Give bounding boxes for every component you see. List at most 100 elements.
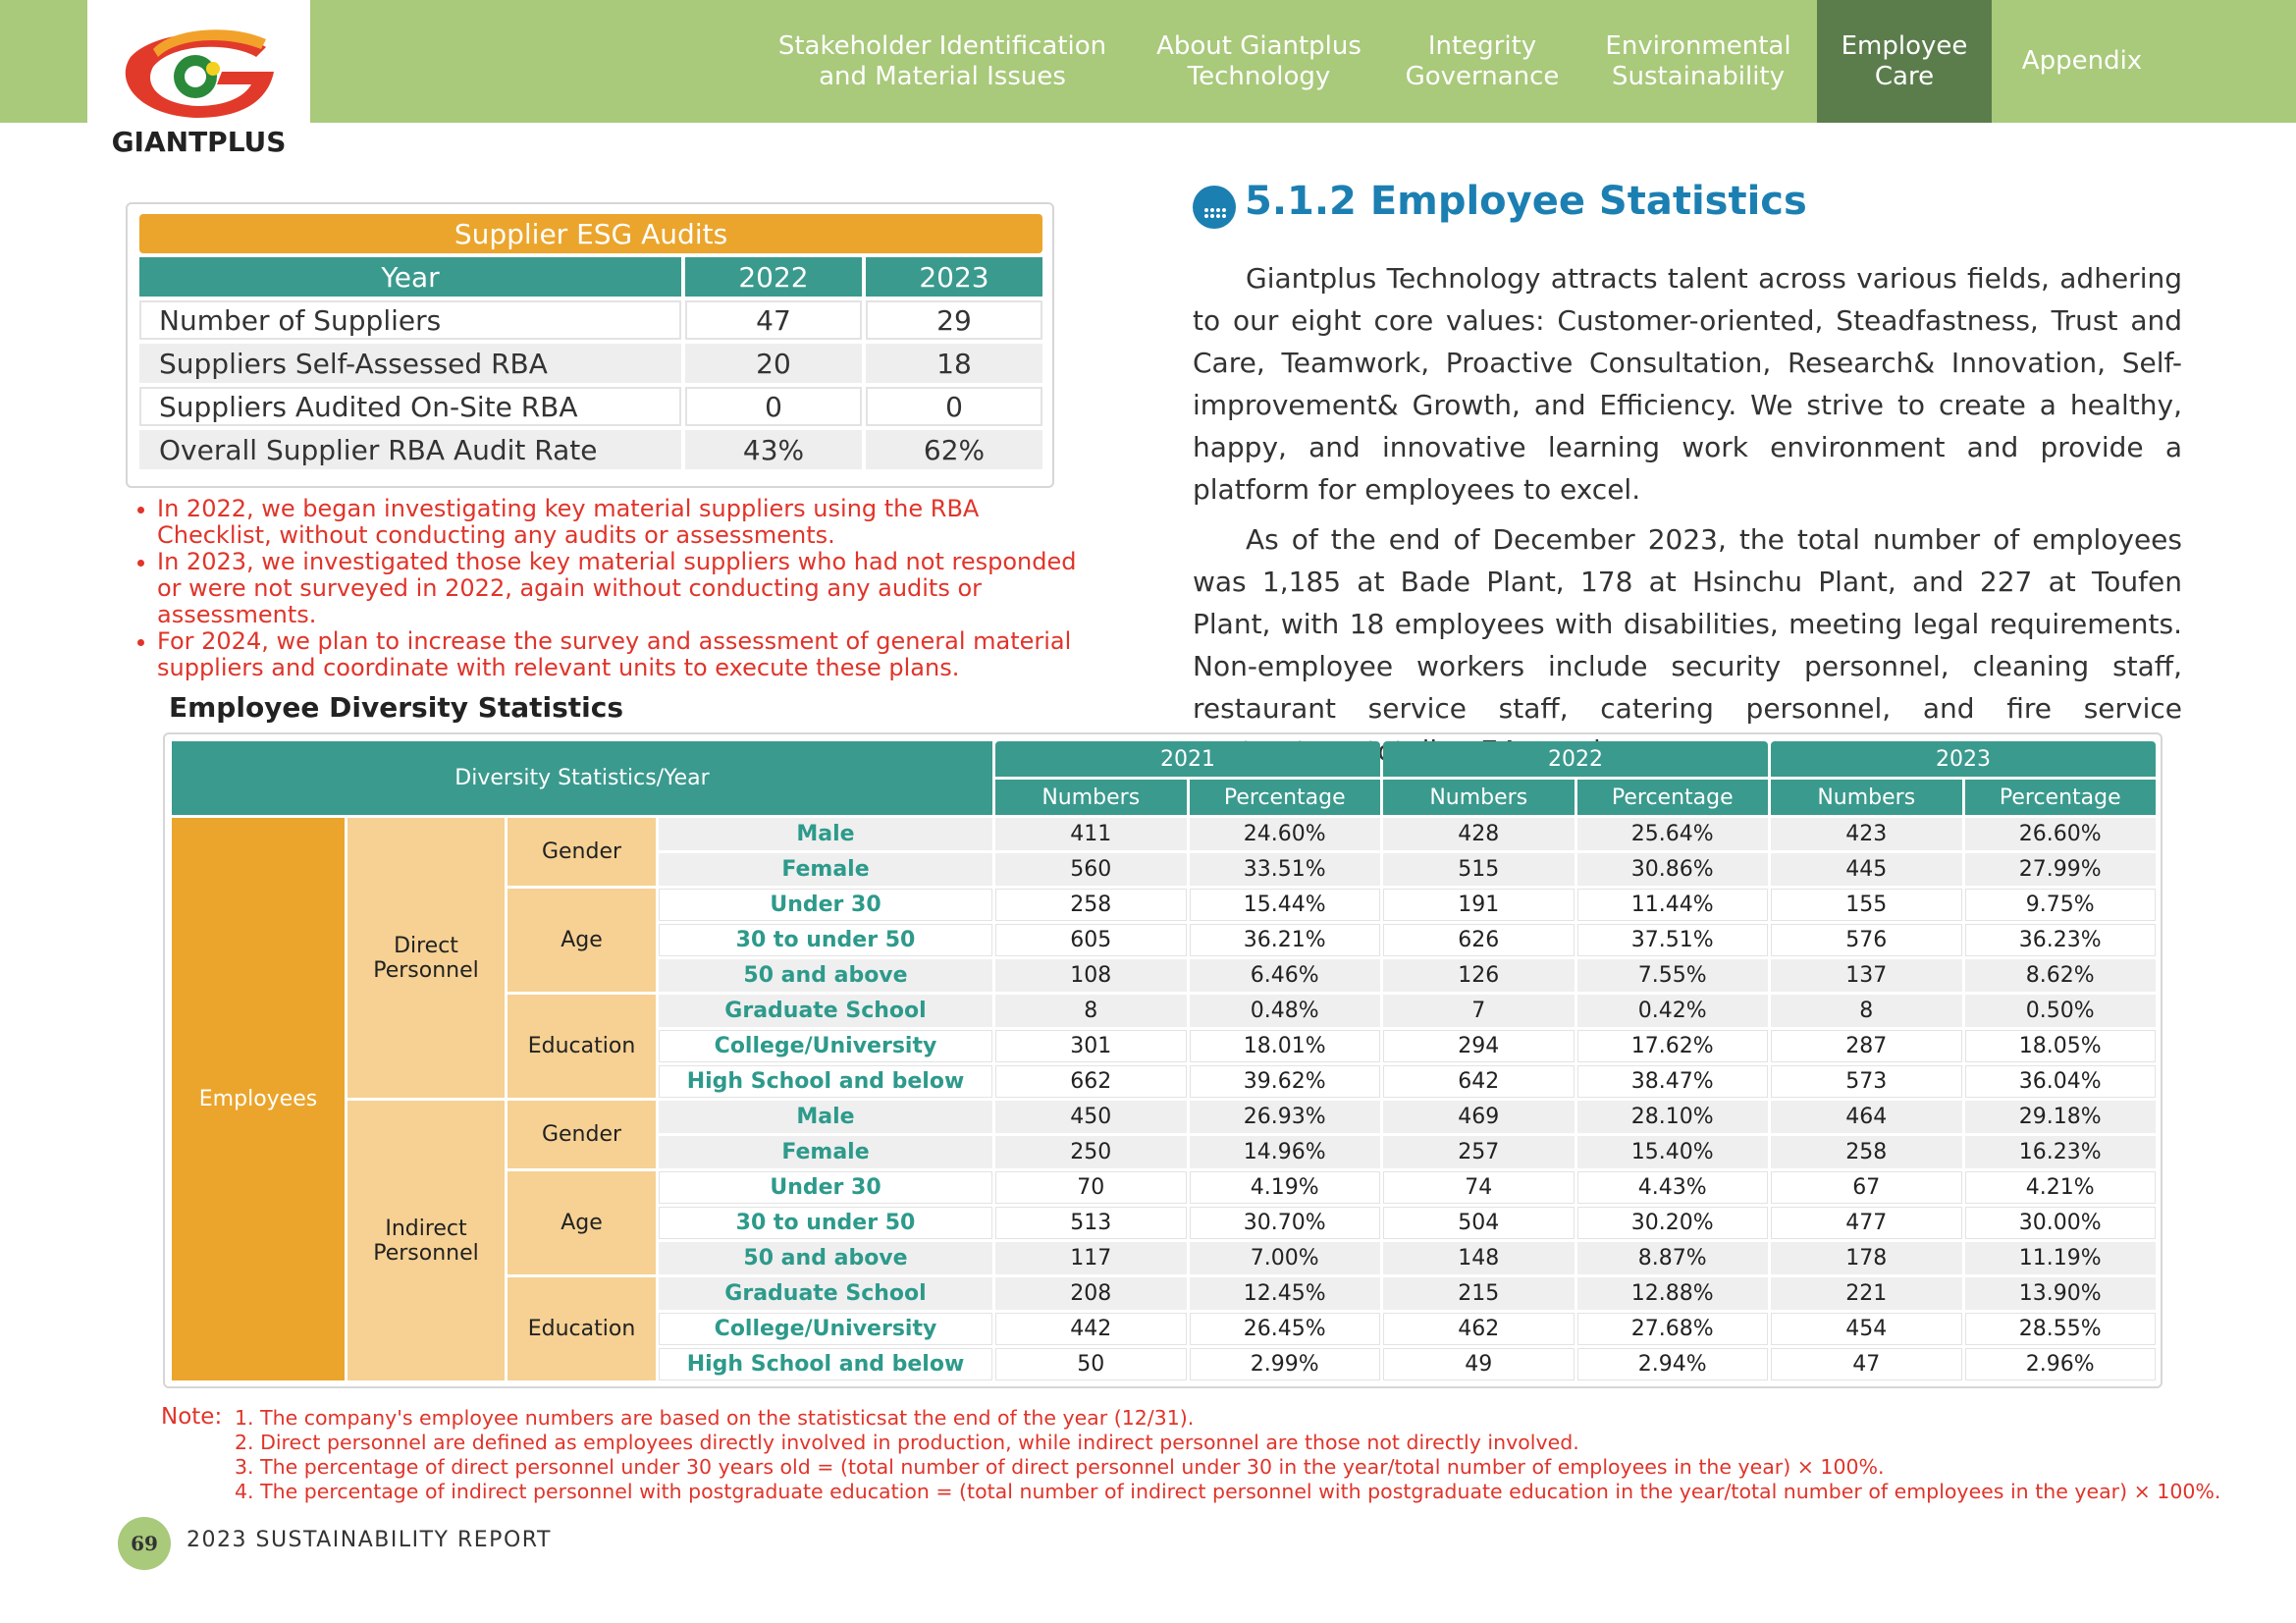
- subheader: Percentage: [1964, 780, 2156, 815]
- row-label: 50 and above: [659, 959, 992, 992]
- value-cell: 642: [1383, 1065, 1575, 1098]
- value-cell: 36.04%: [1964, 1065, 2156, 1098]
- value-cell: 423: [1771, 818, 1962, 850]
- table-row: Overall Supplier RBA Audit Rate 43% 62%: [139, 430, 1042, 469]
- row-label: College/University: [659, 1030, 992, 1062]
- year-row: Diversity Statistics/Year 2021 2022 2023: [172, 741, 2156, 815]
- value-cell: 6.46%: [1189, 959, 1380, 992]
- value-cell: 108: [995, 959, 1187, 992]
- row-label: Graduate School: [659, 995, 992, 1027]
- subheader-row: Numbers Percentage Numbers Percentage Number…: [172, 780, 2156, 815]
- value-cell: 30.70%: [1189, 1207, 1380, 1239]
- nav-item[interactable]: Appendix: [1995, 0, 2169, 123]
- value-cell: 67: [1771, 1171, 1962, 1204]
- value-cell: 208: [995, 1277, 1187, 1310]
- value-cell: 18.05%: [1964, 1030, 2156, 1062]
- value-cell: 4.21%: [1964, 1171, 2156, 1204]
- value-cell: 258: [995, 889, 1187, 921]
- value-cell: 8.62%: [1964, 959, 2156, 992]
- table-row: Number of Suppliers 47 29: [139, 300, 1042, 340]
- data-row: College/University 442 26.45% 462 27.68% 454 2…: [172, 1313, 2156, 1345]
- value-cell: 25.64%: [1576, 818, 1768, 850]
- value-cell: 28.10%: [1576, 1101, 1768, 1133]
- year-header: 2023: [1771, 741, 2156, 777]
- row-label: Under 30: [659, 1171, 992, 1204]
- value-cell: 7.55%: [1576, 959, 1768, 992]
- value-cell: 62%: [866, 430, 1042, 469]
- logo-text: GIANTPLUS: [111, 126, 287, 158]
- nav-label: About Giantplus: [1156, 30, 1362, 61]
- year-header: 2022: [1383, 741, 1768, 777]
- value-cell: 9.75%: [1964, 889, 2156, 921]
- row-label: College/University: [659, 1313, 992, 1345]
- value-cell: 15.44%: [1189, 889, 1380, 921]
- value-cell: 38.47%: [1576, 1065, 1768, 1098]
- label-cell: Overall Supplier RBA Audit Rate: [139, 430, 681, 469]
- note-line: 3. The percentage of direct personnel un…: [235, 1455, 1885, 1479]
- nav-label: Appendix: [2021, 46, 2143, 76]
- value-cell: 294: [1383, 1030, 1575, 1062]
- value-cell: 39.62%: [1189, 1065, 1380, 1098]
- label-cell: Number of Suppliers: [139, 300, 681, 340]
- row-label: Female: [659, 1136, 992, 1168]
- row-label: Under 30: [659, 889, 992, 921]
- value-cell: 11.44%: [1576, 889, 1768, 921]
- value-cell: 2.99%: [1189, 1348, 1380, 1380]
- diversity-table: Diversity Statistics/Year 2021 2022 2023 Num…: [169, 738, 2159, 1383]
- diversity-title: Employee Diversity Statistics: [169, 691, 624, 724]
- value-cell: 442: [995, 1313, 1187, 1345]
- row-label: Graduate School: [659, 1277, 992, 1310]
- value-cell: 137: [1771, 959, 1962, 992]
- data-row: 30 to under 50 605 36.21% 626 37.51% 576 36.23…: [172, 924, 2156, 956]
- value-cell: 8: [995, 995, 1187, 1027]
- note-item: For 2024, we plan to increase the survey…: [137, 628, 1099, 681]
- row-label: Male: [659, 1101, 992, 1133]
- value-cell: 26.45%: [1189, 1313, 1380, 1345]
- row-label: Male: [659, 818, 992, 850]
- value-cell: 573: [1771, 1065, 1962, 1098]
- notes: 1. The company's employee numbers are ba…: [235, 1406, 2220, 1504]
- data-row: High School and below 662 39.62% 642 38.47% 5…: [172, 1065, 2156, 1098]
- value-cell: 2.96%: [1964, 1348, 2156, 1380]
- nav-item[interactable]: About Giantplus Technology: [1139, 0, 1379, 123]
- note-label: Note:: [161, 1404, 223, 1430]
- value-cell: 28.55%: [1964, 1313, 2156, 1345]
- value-cell: 24.60%: [1189, 818, 1380, 850]
- data-row: High School and below 50 2.99% 49 2.94% 47 2.9…: [172, 1348, 2156, 1380]
- logo: GIANTPLUS: [87, 0, 310, 161]
- data-row: Indirect Personnel Gender Male 450 26.93% 469…: [172, 1101, 2156, 1380]
- value-cell: 301: [995, 1030, 1187, 1062]
- header-cell: 2022: [685, 257, 862, 297]
- diversity-table-frame: Diversity Statistics/Year 2021 2022 2023 Num…: [163, 732, 2163, 1388]
- value-cell: 8: [1771, 995, 1962, 1027]
- note-line: 4. The percentage of indirect personnel …: [235, 1480, 2221, 1503]
- value-cell: 30.86%: [1576, 853, 1768, 886]
- value-cell: 37.51%: [1576, 924, 1768, 956]
- value-cell: 445: [1771, 853, 1962, 886]
- report-name: 2023 SUSTAINABILITY REPORT: [187, 1528, 552, 1552]
- nav-label: Employee: [1841, 30, 1968, 61]
- header-cell: 2023: [866, 257, 1042, 297]
- value-cell: 7: [1383, 995, 1575, 1027]
- data-row: Age Under 30 258 15.44% 191 11.44% 155 9.75%: [172, 889, 2156, 992]
- data-row: Female 560 33.51% 515 30.86% 445 27.99%: [172, 853, 2156, 886]
- subheader: Numbers: [995, 780, 1187, 815]
- section-title: 5.1.2 Employee Statistics: [1245, 179, 1807, 224]
- nav-item[interactable]: Environmental Sustainability: [1582, 0, 1814, 123]
- category-label: Age: [507, 1171, 656, 1274]
- nav-item[interactable]: Stakeholder Identification and Material I…: [756, 0, 1129, 123]
- value-cell: 515: [1383, 853, 1575, 886]
- row-label: 50 and above: [659, 1242, 992, 1274]
- paragraph: As of the end of December 2023, the tota…: [1193, 523, 2182, 767]
- value-cell: 11.19%: [1964, 1242, 2156, 1274]
- value-cell: 411: [995, 818, 1187, 850]
- value-cell: 0: [866, 387, 1042, 426]
- nav-item[interactable]: Employee Care: [1817, 0, 1992, 123]
- value-cell: 462: [1383, 1313, 1575, 1345]
- row-label: High School and below: [659, 1065, 992, 1098]
- value-cell: 258: [1771, 1136, 1962, 1168]
- nav-item[interactable]: Integrity Governance: [1384, 0, 1580, 123]
- value-cell: 12.88%: [1576, 1277, 1768, 1310]
- value-cell: 33.51%: [1189, 853, 1380, 886]
- supplier-table: Supplier ESG Audits Year 2022 2023 Number of…: [135, 210, 1046, 473]
